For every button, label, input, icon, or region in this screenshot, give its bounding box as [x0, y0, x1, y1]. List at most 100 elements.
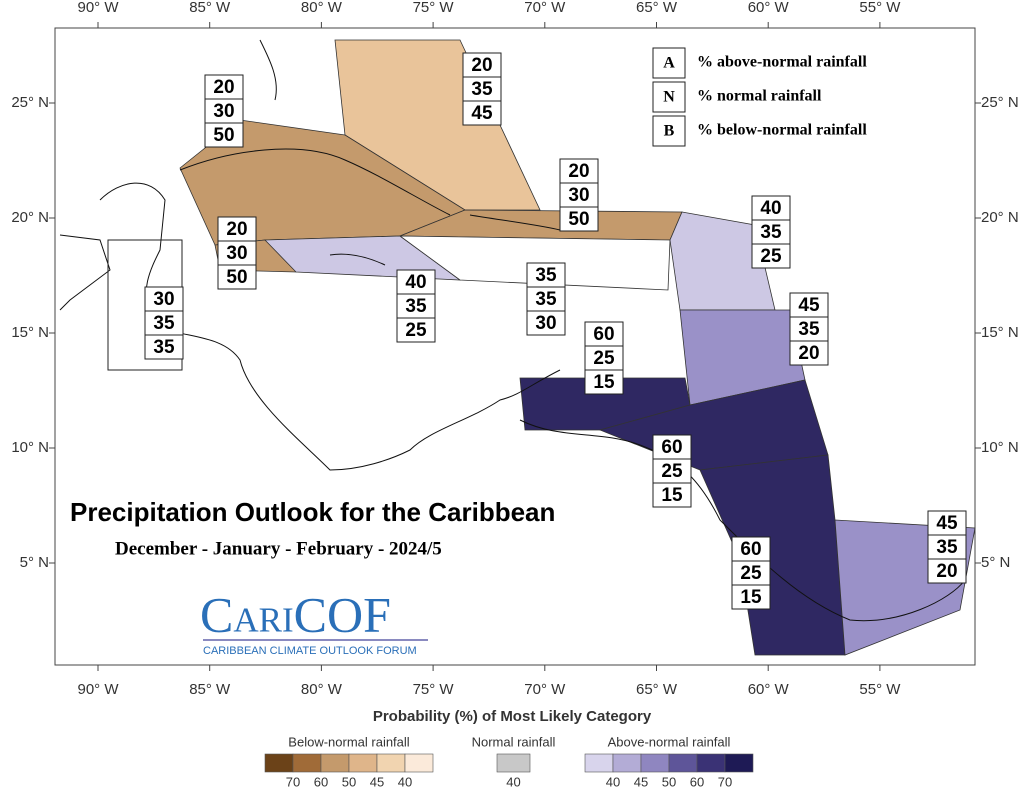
lon-label: 85° W — [189, 0, 231, 16]
value-label: 45 — [471, 103, 493, 124]
lat-label: 20° N — [981, 209, 1019, 226]
value-label: 30 — [568, 185, 589, 206]
value-cell — [652, 458, 692, 484]
key-letter: N — [663, 89, 675, 106]
legend-swatch — [640, 753, 670, 773]
legend-swatch — [612, 753, 642, 773]
value-cell — [217, 264, 257, 290]
legend-swatch — [292, 753, 322, 773]
value-label: 40 — [405, 272, 426, 293]
legend-swatch — [696, 753, 726, 773]
lon-label: 85° W — [189, 681, 231, 698]
lon-label: 90° W — [77, 681, 119, 698]
value-label: 25 — [740, 563, 762, 584]
value-label: 30 — [535, 313, 556, 334]
value-cell — [526, 310, 566, 336]
legend-tick-label: 45 — [370, 774, 384, 789]
value-label: 35 — [535, 289, 557, 310]
value-label: 45 — [936, 513, 958, 534]
legend-group-label: Normal rainfall — [472, 734, 556, 749]
value-label: 25 — [593, 348, 615, 369]
value-label: 20 — [226, 219, 247, 240]
value-label: 30 — [226, 243, 247, 264]
value-label: 35 — [153, 313, 175, 334]
legend-swatch — [264, 753, 294, 773]
key-cell — [652, 81, 686, 113]
value-cell — [751, 219, 791, 245]
value-label: 25 — [405, 320, 427, 341]
lat-label: 10° N — [11, 439, 49, 456]
value-cell — [144, 334, 184, 360]
lat-label: 5° N — [981, 554, 1010, 571]
value-label: 35 — [798, 319, 820, 340]
value-cell — [652, 482, 692, 508]
lat-label: 25° N — [11, 94, 49, 111]
legend-tick-label: 70 — [718, 774, 732, 789]
lat-label: 10° N — [981, 439, 1019, 456]
value-label: 50 — [213, 125, 234, 146]
lat-label: 20° N — [11, 209, 49, 226]
logo-name: CariCOF — [200, 586, 391, 642]
lon-label: 65° W — [636, 0, 678, 16]
legend-swatch — [668, 753, 698, 773]
value-label: 35 — [760, 222, 782, 243]
map-title: Precipitation Outlook for the Caribbean — [70, 497, 555, 527]
value-cell — [526, 286, 566, 312]
value-label: 20 — [213, 77, 234, 98]
key-cell — [652, 47, 686, 79]
value-label: 15 — [740, 587, 762, 608]
lat-label: 25° N — [981, 94, 1019, 111]
lat-label: 5° N — [20, 554, 49, 571]
value-cell — [584, 369, 624, 395]
value-cell — [396, 269, 436, 295]
value-label: 35 — [936, 537, 958, 558]
map-subtitle: December - January - February - 2024/5 — [115, 538, 442, 559]
lat-label: 15° N — [981, 324, 1019, 341]
value-label: 15 — [661, 485, 683, 506]
lon-label: 60° W — [748, 681, 790, 698]
lon-label: 60° W — [748, 0, 790, 16]
legend-swatch — [404, 753, 434, 773]
value-cell — [731, 560, 771, 586]
lon-label: 70° W — [524, 0, 566, 16]
legend-tick-label: 50 — [342, 774, 356, 789]
legend-tick-label: 40 — [606, 774, 620, 789]
value-label: 60 — [740, 539, 761, 560]
legend-tick-label: 50 — [662, 774, 676, 789]
lon-label: 80° W — [301, 681, 343, 698]
value-label: 35 — [471, 79, 493, 100]
value-cell — [652, 434, 692, 460]
key-letter: B — [664, 123, 675, 140]
legend-tick-label: 45 — [634, 774, 648, 789]
legend-swatch — [376, 753, 406, 773]
value-label: 25 — [661, 461, 683, 482]
value-cell — [731, 584, 771, 610]
value-cell — [789, 340, 829, 366]
lon-label: 55° W — [859, 681, 901, 698]
value-label: 30 — [213, 101, 234, 122]
value-cell — [751, 243, 791, 269]
value-cell — [204, 98, 244, 124]
value-cell — [462, 100, 502, 126]
legend-tick-label: 70 — [286, 774, 300, 789]
lon-label: 80° W — [301, 0, 343, 16]
key-letter: A — [663, 55, 675, 72]
value-label: 60 — [661, 437, 682, 458]
value-cell — [526, 262, 566, 288]
value-label: 60 — [593, 324, 614, 345]
value-label: 20 — [471, 55, 492, 76]
value-label: 35 — [153, 337, 175, 358]
value-label: 50 — [568, 209, 589, 230]
lat-label: 15° N — [11, 324, 49, 341]
legend-swatch — [348, 753, 378, 773]
value-cell — [927, 558, 967, 584]
value-cell — [144, 286, 184, 312]
legend-swatch — [724, 753, 754, 773]
lon-label: 75° W — [413, 0, 455, 16]
value-label: 30 — [153, 289, 174, 310]
value-cell — [789, 292, 829, 318]
value-label: 45 — [798, 295, 820, 316]
legend-title: Probability (%) of Most Likely Category — [373, 708, 652, 725]
value-label: 25 — [760, 246, 782, 267]
